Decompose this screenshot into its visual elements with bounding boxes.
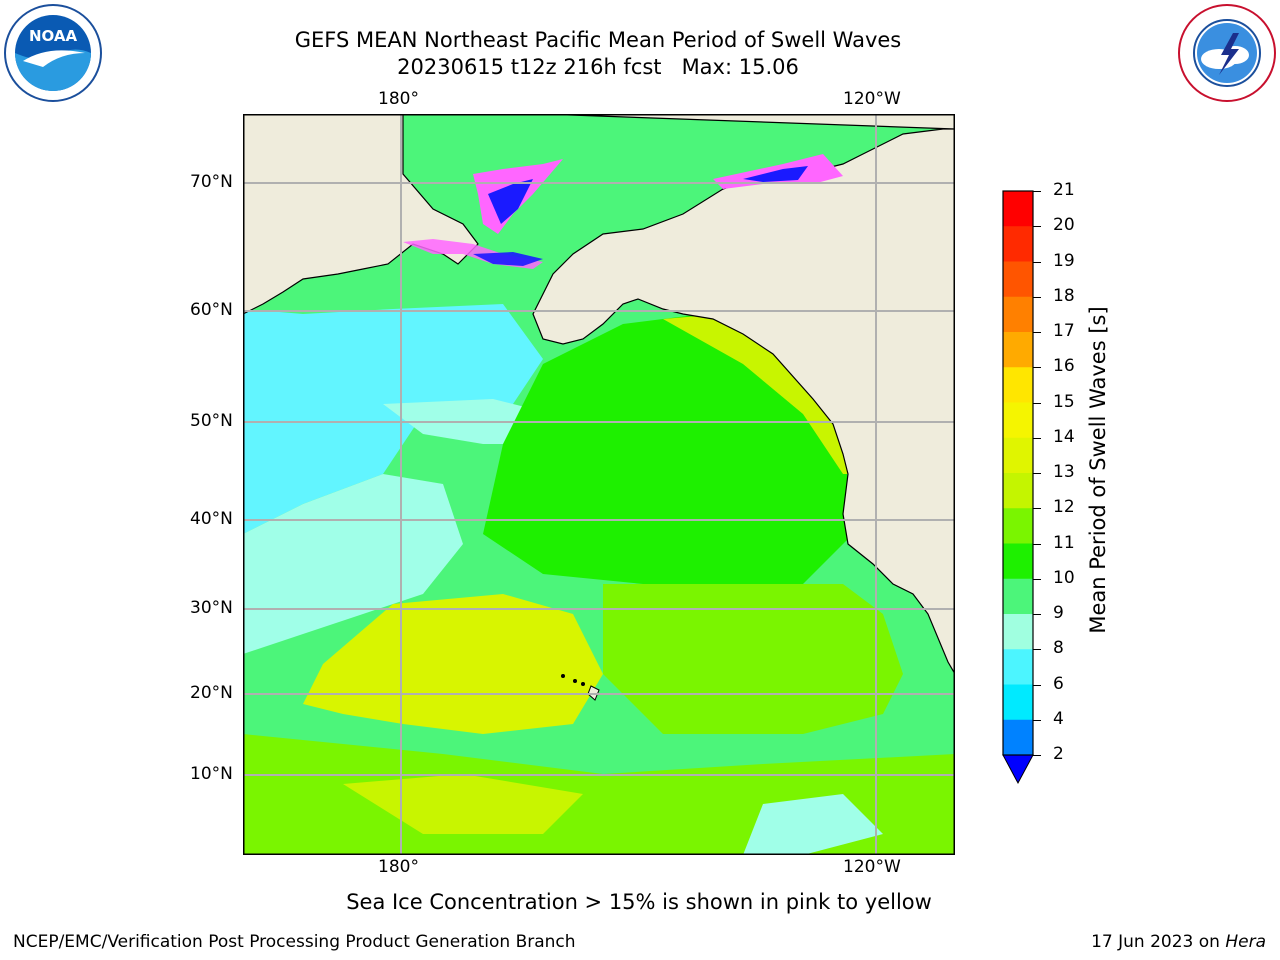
colorbar-segment [1003,367,1033,403]
colorbar-tick-mark [1033,367,1041,369]
map-panel [242,113,956,855]
lat-tick-40n: 40°N [190,509,233,529]
arctic-sea-ice-east-core [743,166,808,182]
swell-region-10to11s [483,314,853,594]
lat-tick-70n: 70°N [190,172,233,192]
colorbar-segment [1003,296,1033,333]
colorbar-tick-label: 17 [1053,321,1075,341]
map-title: GEFS MEAN Northeast Pacific Mean Period … [294,28,902,52]
colorbar-segment [1003,261,1033,298]
swell-region-13s-south [343,774,583,834]
lon-tick-top-180: 180° [378,89,419,109]
colorbar-tick-label: 16 [1053,356,1075,377]
colorbar-tick-mark [1033,296,1041,298]
colorbar-segment [1003,719,1033,756]
arctic-sea-ice-west-core [488,179,533,224]
colorbar-segment [1003,684,1033,721]
colorbar-segment [1003,649,1033,685]
swell-region-12to14s-subtropics [303,594,603,734]
colorbar-tick-mark [1033,402,1041,404]
colorbar-tick-label: 10 [1053,567,1075,588]
colorbar-tick-label: 18 [1053,285,1075,306]
colorbar-tick-label: 21 [1053,180,1075,200]
footer-date-text: 17 Jun 2023 on [1091,932,1226,952]
colorbar-segment [1003,191,1033,227]
colorbar-tick-mark [1033,614,1041,615]
lat-tick-50n: 50°N [190,411,233,431]
nws-logo [1177,3,1277,103]
colorbar-tick-label: 2 [1053,744,1064,764]
colorbar-tick-mark [1033,191,1041,192]
lon-tick-top-120w: 120°W [843,89,901,109]
noaa-logo: NOAA [3,3,103,103]
colorbar-tick-label: 9 [1053,603,1064,623]
colorbar-tick-label: 13 [1053,462,1075,482]
colorbar-tick-mark [1033,332,1041,333]
swell-region-9s-south [743,794,883,855]
colorbar-segment [1003,578,1033,615]
colorbar-tick-mark [1033,755,1041,756]
colorbar-tick-mark [1033,473,1041,474]
map-gridlines [243,114,955,855]
colorbar-extend-triangle [1002,754,1034,785]
colorbar-tick-mark [1033,719,1041,721]
lat-tick-10n: 10°N [190,764,233,784]
colorbar-segment [1003,543,1033,580]
colorbar-tick-label: 12 [1053,497,1075,518]
lon-tick-bottom-120w: 120°W [843,857,901,877]
colorbar-segment [1003,226,1033,262]
colorbar-tick-label: 8 [1053,638,1064,659]
colorbar-tick-label: 14 [1053,426,1075,447]
colorbar-label: Mean Period of Swell Waves [s] [1086,306,1110,634]
colorbar-tick-label: 15 [1053,391,1075,412]
colorbar-tick-mark [1033,437,1041,439]
colorbar-tick-label: 19 [1053,250,1075,271]
bering-sea-ice-core [473,252,543,266]
colorbar-tick-mark [1033,684,1041,686]
colorbar-tick-mark [1033,261,1041,263]
colorbar [1000,187,1040,787]
map-subtitle: 20230615 t12z 216h fcst Max: 15.06 [397,55,799,79]
colorbar-tick-mark [1033,543,1041,545]
lon-tick-bottom-180: 180° [378,857,419,877]
lat-tick-30n: 30°N [190,598,233,618]
colorbar-tick-mark [1033,226,1041,228]
footer-credit: NCEP/EMC/Verification Post Processing Pr… [13,932,576,952]
colorbar-segment [1003,332,1033,368]
lat-tick-20n: 20°N [190,683,233,703]
colorbar-tick-label: 4 [1053,708,1064,729]
footer-date: 17 Jun 2023 on Hera [1091,932,1266,952]
colorbar-tick-mark [1033,578,1041,580]
colorbar-segment [1003,508,1033,544]
footer-host: Hera [1225,932,1266,952]
swell-region-12s-east [603,584,903,734]
colorbar-tick-label: 11 [1053,532,1075,553]
lat-tick-60n: 60°N [190,300,233,320]
colorbar-segment [1003,614,1033,650]
colorbar-tick-mark [1033,508,1041,510]
colorbar-tick-label: 6 [1053,673,1064,694]
noaa-logo-text: NOAA [29,27,78,45]
swell-region-6to8s [243,304,543,534]
sea-ice-note: Sea Ice Concentration > 15% is shown in … [346,890,932,914]
colorbar-segment [1003,402,1033,439]
colorbar-tick-label: 20 [1053,215,1075,236]
colorbar-tick-mark [1033,649,1041,651]
colorbar-segment [1003,473,1033,509]
colorbar-segment [1003,437,1033,474]
